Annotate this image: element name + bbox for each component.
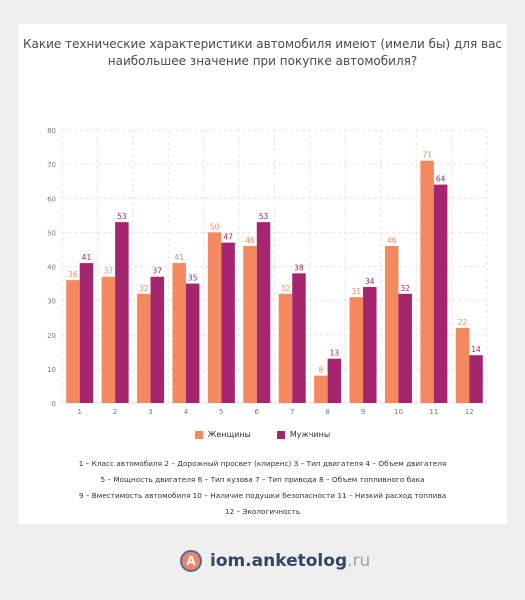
bar-women <box>207 232 222 403</box>
y-tick-label: 10 <box>47 366 56 374</box>
chart-title-line-1: Какие технические характеристики автомоб… <box>22 37 503 51</box>
x-tick-label: 7 <box>290 408 294 416</box>
data-label-women: 8 <box>318 366 323 375</box>
bar-men <box>79 263 94 403</box>
brand-footer: A iom.anketolog.ru <box>180 548 370 574</box>
x-tick-label: 3 <box>148 408 152 416</box>
data-label-men: 38 <box>294 263 304 272</box>
x-tick-label: 4 <box>184 408 189 416</box>
bar-women <box>278 293 293 403</box>
data-label-women: 71 <box>422 151 432 160</box>
bar-men <box>327 358 342 403</box>
data-label-men: 53 <box>259 212 269 221</box>
y-tick-label: 40 <box>47 264 56 272</box>
anketolog-logo-icon: A <box>180 550 202 572</box>
data-label-men: 13 <box>330 349 340 358</box>
data-label-women: 31 <box>352 287 362 296</box>
x-tick-label: 5 <box>219 408 223 416</box>
category-key-line-2: 5 – Мощность двигателя 6 – Тип кузова 7 … <box>100 475 425 484</box>
data-label-men: 64 <box>436 175 446 184</box>
chart-legend: Женщины Мужчины <box>0 430 525 439</box>
chart-title: Какие технические характеристики автомоб… <box>0 36 525 70</box>
bar-men <box>150 276 165 403</box>
category-key-line-1: 1 – Класс автомобиля 2 – Дорожный просве… <box>78 459 447 468</box>
bar-women <box>349 297 364 403</box>
x-tick-label: 8 <box>325 408 329 416</box>
bar-men <box>292 273 306 403</box>
bar-men <box>469 355 483 403</box>
x-tick-label: 2 <box>113 408 117 416</box>
legend-swatch-women <box>194 430 203 439</box>
brand-name: iom.anketolog <box>210 551 348 571</box>
data-label-men: 47 <box>223 233 233 242</box>
data-label-men: 32 <box>400 284 410 293</box>
y-tick-label: 30 <box>47 298 56 306</box>
brand-suffix: .ru <box>347 551 371 571</box>
y-tick-label: 70 <box>47 161 56 169</box>
bar-women <box>137 293 151 403</box>
x-tick-label: 10 <box>394 408 403 416</box>
category-key-line-3: 9 – Вместимость автомобиля 10 – Наличие … <box>78 491 447 500</box>
legend-swatch-men <box>276 430 285 439</box>
data-label-men: 41 <box>82 253 92 262</box>
bar-men <box>398 293 412 403</box>
data-label-women: 36 <box>68 270 78 279</box>
legend-label-men: Мужчины <box>289 430 331 439</box>
bar-chart: 0102030405060708036411375323237341354504… <box>47 127 488 416</box>
y-tick-label: 20 <box>47 332 56 340</box>
bar-men <box>433 184 448 403</box>
bar-women <box>455 327 470 403</box>
legend-item-men: Мужчины <box>276 430 331 439</box>
bar-women <box>243 246 257 403</box>
data-label-women: 32 <box>281 284 291 293</box>
data-label-men: 53 <box>117 212 127 221</box>
bar-women <box>172 263 186 403</box>
bar-women <box>420 160 434 403</box>
data-label-women: 50 <box>210 222 220 231</box>
bar-men <box>363 286 377 403</box>
data-label-women: 37 <box>104 267 114 276</box>
chart-title-line-2: наибольшее значение при покупке автомоби… <box>107 54 418 68</box>
data-label-men: 37 <box>153 267 163 276</box>
bar-women <box>101 276 116 403</box>
bar-women <box>314 375 328 403</box>
data-label-women: 22 <box>458 318 468 327</box>
x-tick-label: 6 <box>255 408 260 416</box>
data-label-men: 14 <box>471 345 481 354</box>
x-tick-label: 12 <box>465 408 474 416</box>
bar-women <box>384 246 399 403</box>
data-label-men: 35 <box>188 274 198 283</box>
data-label-women: 46 <box>387 236 397 245</box>
x-tick-label: 11 <box>429 408 438 416</box>
y-tick-label: 60 <box>47 195 56 203</box>
category-key: 1 – Класс автомобиля 2 – Дорожный просве… <box>0 456 525 520</box>
y-tick-label: 0 <box>52 400 56 408</box>
data-label-women: 41 <box>174 253 184 262</box>
legend-label-women: Женщины <box>207 430 251 439</box>
y-tick-label: 80 <box>47 127 56 135</box>
data-label-women: 32 <box>139 284 149 293</box>
category-key-line-4: 12 – Экологичность <box>224 507 301 516</box>
y-tick-label: 50 <box>47 229 56 237</box>
legend-item-women: Женщины <box>194 430 251 439</box>
bar-men <box>256 222 271 403</box>
bar-men <box>185 283 200 403</box>
bar-women <box>66 280 80 403</box>
bar-men <box>221 242 235 403</box>
bar-men <box>115 222 129 403</box>
data-label-men: 34 <box>365 277 375 286</box>
data-label-women: 46 <box>245 236 255 245</box>
x-tick-label: 1 <box>77 408 81 416</box>
x-tick-label: 9 <box>361 408 365 416</box>
